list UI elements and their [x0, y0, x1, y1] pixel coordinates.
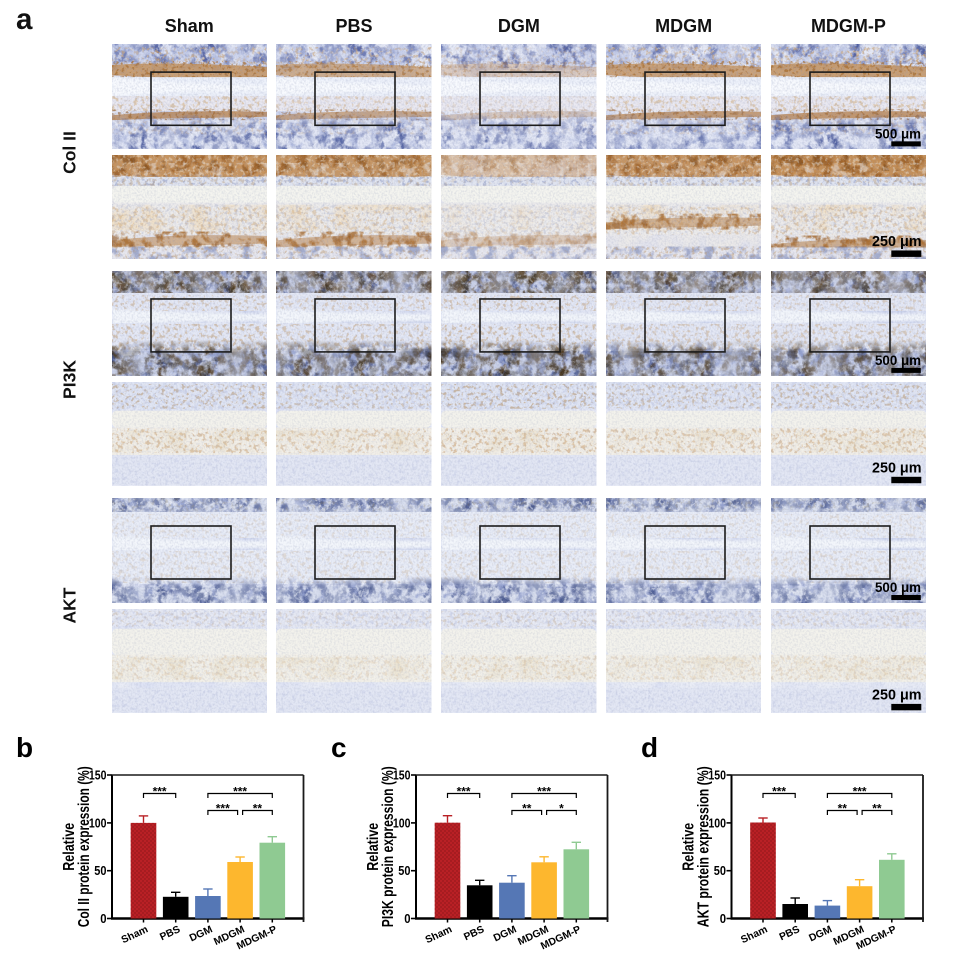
svg-text:b: b [16, 732, 33, 763]
svg-text:50: 50 [398, 864, 410, 878]
svg-text:DGM: DGM [492, 924, 518, 944]
svg-text:0: 0 [720, 912, 726, 926]
svg-text:150: 150 [708, 768, 726, 782]
svg-text:Sham: Sham [120, 924, 150, 946]
svg-text:*: * [559, 801, 564, 815]
svg-text:500 μm: 500 μm [875, 353, 921, 368]
svg-text:**: ** [253, 801, 263, 815]
svg-text:100: 100 [393, 816, 411, 830]
svg-text:500 μm: 500 μm [875, 126, 921, 141]
svg-text:PBS: PBS [778, 924, 802, 943]
svg-text:Relative: Relative [681, 822, 698, 870]
svg-text:Sham: Sham [424, 924, 454, 946]
svg-text:150: 150 [393, 768, 411, 782]
svg-text:DGM: DGM [807, 924, 833, 944]
svg-text:***: *** [216, 801, 230, 815]
svg-text:150: 150 [89, 768, 107, 782]
svg-text:PBS: PBS [462, 924, 486, 943]
svg-text:***: *** [153, 784, 167, 798]
svg-text:PI3K protein expression (%): PI3K protein expression (%) [380, 766, 397, 927]
svg-text:100: 100 [708, 816, 726, 830]
svg-text:AKT protein expression (%): AKT protein expression (%) [695, 766, 712, 927]
svg-text:100: 100 [89, 816, 107, 830]
svg-text:DGM: DGM [188, 924, 214, 944]
svg-text:***: *** [772, 784, 786, 798]
svg-text:***: *** [537, 784, 551, 798]
svg-text:250 μm: 250 μm [872, 460, 922, 476]
svg-text:**: ** [522, 801, 532, 815]
svg-text:d: d [641, 732, 658, 763]
svg-text:0: 0 [100, 912, 106, 926]
svg-text:PBS: PBS [158, 924, 182, 943]
svg-text:Col II protein expression (%): Col II protein expression (%) [76, 766, 93, 927]
svg-text:***: *** [233, 784, 247, 798]
svg-text:250 μm: 250 μm [872, 233, 922, 250]
svg-text:c: c [331, 732, 347, 763]
svg-text:***: *** [853, 784, 867, 798]
svg-text:**: ** [838, 801, 848, 815]
svg-text:**: ** [872, 801, 882, 815]
svg-text:0: 0 [404, 912, 410, 926]
svg-text:Relative: Relative [365, 822, 382, 870]
svg-text:250 μm: 250 μm [872, 687, 922, 703]
svg-text:***: *** [457, 784, 471, 798]
svg-text:Relative: Relative [61, 822, 78, 870]
svg-text:50: 50 [94, 864, 106, 878]
svg-text:Sham: Sham [739, 924, 769, 946]
svg-text:50: 50 [714, 864, 726, 878]
svg-text:500 μm: 500 μm [875, 580, 921, 595]
